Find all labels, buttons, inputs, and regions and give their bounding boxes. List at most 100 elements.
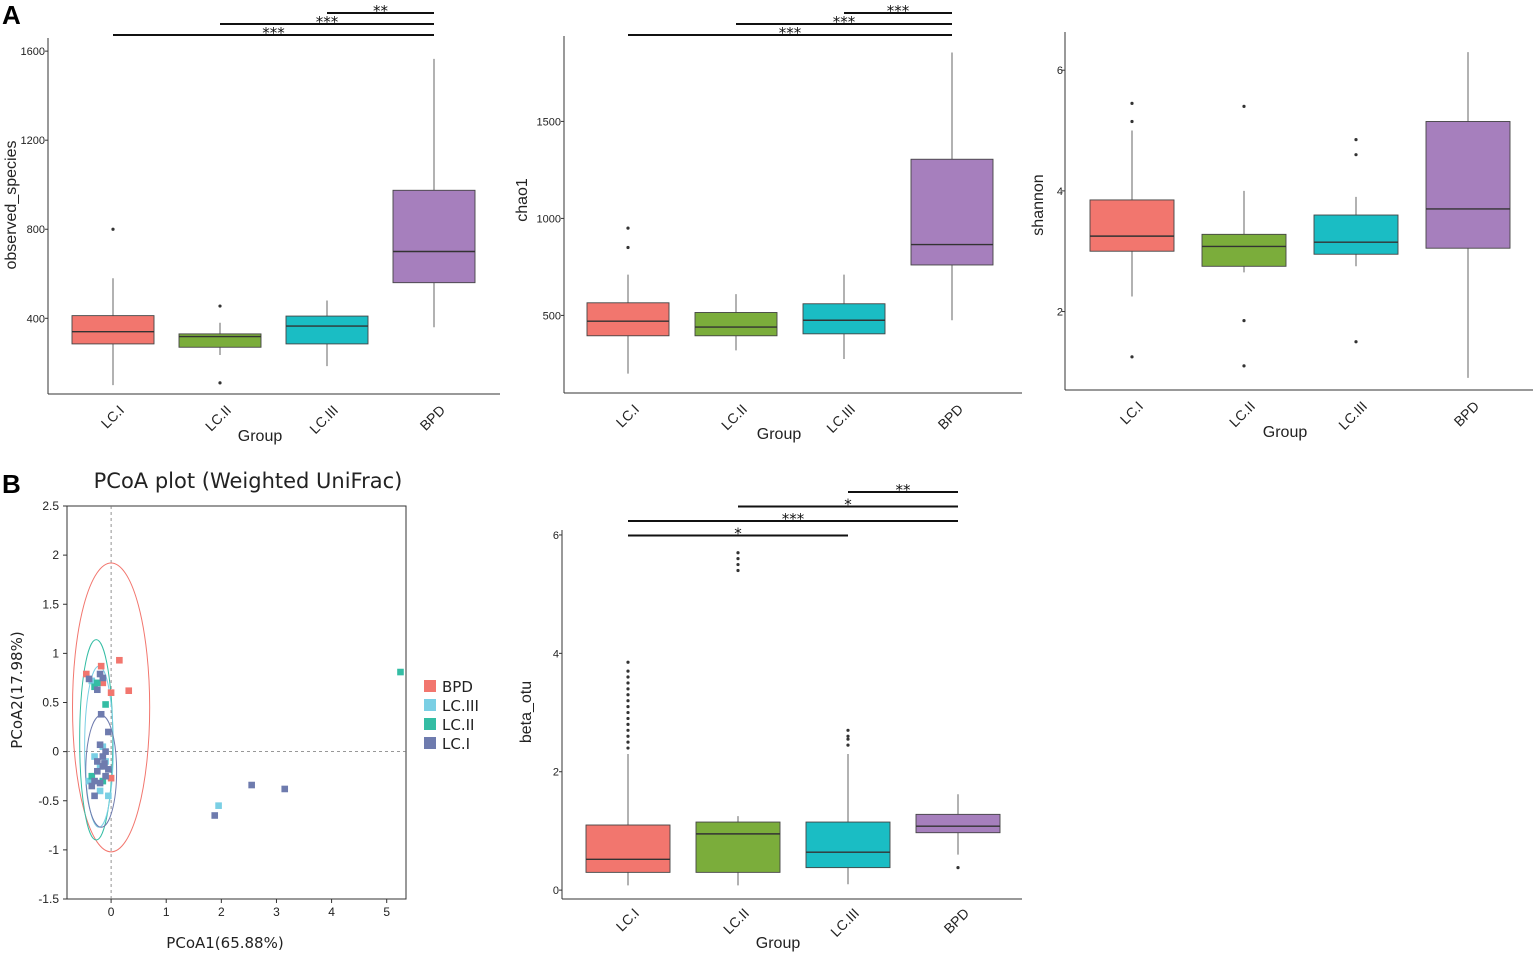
pcoa-scatter-plot: 0 1 2 3 4 5 -1.5 -1 -0.5 0 0.5 1 1.5 2 2.5 PCoA plot (W… xyxy=(8,469,479,952)
point-bpd xyxy=(99,679,107,687)
point-lc-i xyxy=(91,777,98,785)
y-tick-label: 2.5 xyxy=(42,499,59,513)
y-tick-label: -1.5 xyxy=(38,892,59,906)
point-lc-i xyxy=(105,766,112,773)
x-axis-title: Group xyxy=(757,426,802,443)
panel-label-b: B xyxy=(2,469,21,499)
legend-swatch-lc-ii xyxy=(424,718,436,730)
point-bpd xyxy=(97,662,105,670)
y-tick-label: 1500 xyxy=(537,116,561,128)
outlier-point xyxy=(1354,153,1358,157)
outlier-point xyxy=(626,722,630,726)
outlier-point xyxy=(626,728,630,732)
outlier-point xyxy=(626,746,630,750)
outlier-point xyxy=(626,245,630,250)
outlier-point xyxy=(736,568,740,573)
outlier-point xyxy=(956,866,960,870)
outlier-point xyxy=(1130,355,1134,359)
point-lc-i xyxy=(102,772,109,780)
x-tick-label: 4 xyxy=(328,905,335,919)
outlier-point xyxy=(626,734,630,738)
x-axis-title: Group xyxy=(1263,424,1308,441)
x-tick-label: 1 xyxy=(163,905,170,919)
point-lc-i xyxy=(94,767,101,775)
outlier-point xyxy=(626,675,630,679)
y-tick-label: 6 xyxy=(1057,65,1063,77)
box-lc-iii xyxy=(285,315,369,345)
y-tick-label: 2 xyxy=(52,548,59,562)
x-category-label: LC.III xyxy=(306,402,341,437)
significance-label: ** xyxy=(896,481,912,499)
legend-swatch-bpd xyxy=(424,680,436,692)
significance-label: *** xyxy=(262,24,285,42)
x-category-label: BPD xyxy=(941,905,973,937)
significance-label: ** xyxy=(373,2,389,20)
x-category-label: LC.II xyxy=(202,402,234,434)
outlier-point xyxy=(626,226,630,230)
y-tick-label: 1200 xyxy=(21,135,45,147)
point-bpd xyxy=(107,689,115,696)
outlier-point xyxy=(736,562,740,567)
point-lc-i xyxy=(105,728,112,736)
significance-label: *** xyxy=(833,13,856,31)
point-lc-ii xyxy=(94,679,101,687)
y-tick-label: 1 xyxy=(52,646,59,660)
outlier-point xyxy=(111,227,115,231)
outlier-point xyxy=(626,705,630,709)
point-lc-i xyxy=(96,779,104,787)
x-category-label: LC.II xyxy=(1226,398,1258,430)
y-axis-title: chao1 xyxy=(514,178,531,222)
outlier-point xyxy=(846,743,850,747)
significance-label: * xyxy=(844,496,852,514)
box-lc-i xyxy=(71,315,155,345)
shannon-boxplot: 2 4 6 LC.I LC.II LC.III BPD Group shannon xyxy=(1030,32,1533,441)
y-tick-label: 4 xyxy=(553,648,559,660)
x-category-label: LC.II xyxy=(720,905,752,937)
significance-label: *** xyxy=(782,510,805,528)
x-category-label: LC.III xyxy=(1335,398,1370,433)
significance-label: *** xyxy=(316,13,339,31)
outlier-point xyxy=(1130,101,1134,105)
point-lc-iii xyxy=(105,792,112,800)
outlier-point xyxy=(626,740,630,744)
box-lc-ii xyxy=(694,312,778,337)
outlier-point xyxy=(1242,104,1246,109)
point-lc-i xyxy=(248,781,255,789)
point-lc-ii xyxy=(397,668,404,676)
x-tick-label: 2 xyxy=(218,905,225,919)
outlier-point xyxy=(846,734,850,738)
ellipse-lc-ii xyxy=(79,639,114,841)
box-bpd xyxy=(915,813,1001,834)
y-tick-label: 500 xyxy=(543,310,561,322)
outlier-point xyxy=(218,304,222,308)
outlier-point xyxy=(736,551,740,555)
box-lc-iii xyxy=(802,303,886,335)
outlier-point xyxy=(1354,137,1358,142)
x-axis-title: PCoA1(65.88%) xyxy=(166,934,283,952)
outlier-point xyxy=(626,710,630,715)
x-axis-title: Group xyxy=(238,428,283,445)
y-tick-label: 2 xyxy=(553,767,559,779)
box-lc-iii xyxy=(1313,214,1399,255)
y-axis-title: observed_species xyxy=(3,141,20,270)
outlier-point xyxy=(1242,364,1246,368)
y-tick-label: 0 xyxy=(553,885,559,897)
x-category-label: LC.I xyxy=(1117,398,1146,427)
legend-swatch-lc-iii xyxy=(424,699,436,711)
point-bpd xyxy=(107,774,115,782)
significance-label: *** xyxy=(887,2,910,20)
y-tick-label: -1 xyxy=(48,843,59,857)
point-lc-i xyxy=(99,674,107,682)
outlier-point xyxy=(626,687,630,691)
observed-species-boxplot: 400 800 1200 1600 LC.I LC.II LC.III BPD Group obs… xyxy=(3,2,500,445)
point-lc-i xyxy=(101,760,108,767)
outlier-point xyxy=(626,669,630,673)
y-axis-title: shannon xyxy=(1030,174,1047,235)
outlier-point xyxy=(626,693,630,697)
outlier-point xyxy=(626,699,630,703)
x-category-label: LC.II xyxy=(718,401,750,433)
x-tick-label: 0 xyxy=(108,905,115,919)
x-category-label: LC.I xyxy=(613,401,642,430)
